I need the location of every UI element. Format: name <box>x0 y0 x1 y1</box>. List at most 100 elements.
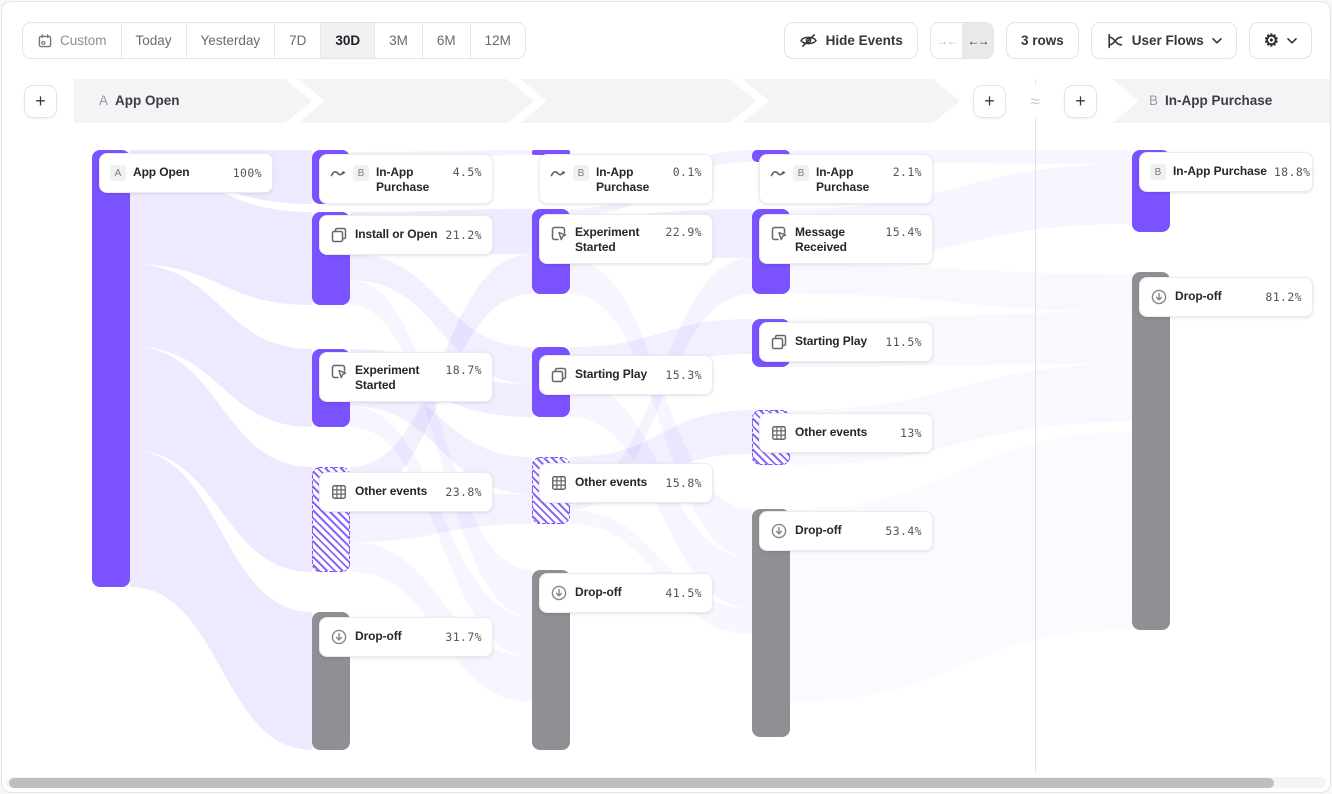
grid-icon <box>552 476 566 490</box>
grid-icon <box>332 485 346 499</box>
flow-node-in-app-purchase-col3[interactable]: B In-App Purchase 0.1% <box>539 154 713 204</box>
flow-arrow-icon <box>770 170 786 177</box>
event-label: In-App Purchase <box>816 165 870 195</box>
horizontal-scrollbar[interactable] <box>6 777 1326 788</box>
collapse-columns-button[interactable]: →← <box>930 23 962 58</box>
event-value: 21.2% <box>445 228 482 242</box>
step-letter: B <box>1149 93 1159 108</box>
date-range-yesterday[interactable]: Yesterday <box>185 23 275 58</box>
flow-node-experiment-started-col2[interactable]: Experiment Started 18.7% <box>319 352 493 402</box>
event-value: 4.5% <box>452 165 482 179</box>
date-range-custom[interactable]: Custom <box>23 23 121 58</box>
event-label: Experiment Started <box>575 225 640 255</box>
event-label: Install or Open <box>355 227 438 242</box>
step-band-1: A App Open <box>74 79 312 123</box>
event-value: 2.1% <box>892 165 922 179</box>
flow-ribbon <box>790 432 1132 702</box>
view-selector-dropdown[interactable]: User Flows <box>1090 22 1237 59</box>
flow-node-other-events-col4[interactable]: Other events 13% <box>759 413 933 453</box>
event-label: Starting Play <box>575 367 648 382</box>
layers-icon <box>331 227 347 243</box>
flow-node-app-open-col1[interactable]: A App Open 100% <box>99 153 273 193</box>
add-step-button-start[interactable]: + <box>24 85 57 118</box>
event-badge-b: B <box>573 165 589 181</box>
flow-ribbon <box>790 264 1132 312</box>
flow-node-message-received-col4[interactable]: Message Received 15.4% <box>759 214 933 264</box>
flow-node-starting-play-col4[interactable]: Starting Play 11.5% <box>759 322 933 362</box>
user-flows-icon <box>1108 33 1123 48</box>
dropoff-icon <box>1151 289 1167 305</box>
hide-events-button[interactable]: Hide Events <box>783 22 918 59</box>
date-range-today[interactable]: Today <box>120 23 186 58</box>
date-range-30d[interactable]: 30D <box>320 23 375 58</box>
flow-ribbon <box>350 254 532 384</box>
flow-node-drop-off-col3[interactable]: Drop-off 41.5% <box>539 573 713 613</box>
flow-node-other-events-col2[interactable]: Other events 23.8% <box>319 472 493 512</box>
settings-dropdown[interactable]: ⚙ <box>1248 22 1312 59</box>
event-value: 15.3% <box>665 368 702 382</box>
flow-node-drop-off-col4[interactable]: Drop-off 53.4% <box>759 511 933 551</box>
event-badge-a: A <box>110 165 126 181</box>
flow-node-experiment-started-col3[interactable]: Experiment Started 22.9% <box>539 214 713 264</box>
step-letter: A <box>99 93 109 108</box>
event-value: 100% <box>232 166 262 180</box>
flow-bar-in-app-purchase-col3[interactable] <box>532 150 570 155</box>
flow-node-drop-off-col2[interactable]: Drop-off 31.7% <box>319 617 493 657</box>
toolbar: Custom Today Yesterday 7D 30D 3M 6M 12M … <box>22 22 1312 59</box>
date-range-7d[interactable]: 7D <box>274 23 321 58</box>
flow-node-in-app-purchase-col4[interactable]: B In-App Purchase 2.1% <box>759 154 933 204</box>
add-step-button-right-of-divider[interactable]: + <box>1064 85 1097 118</box>
gear-icon: ⚙ <box>1263 31 1279 50</box>
flow-bar-app-open-col1[interactable] <box>92 150 130 587</box>
start-step-label: A App Open <box>99 93 180 108</box>
scrollbar-thumb[interactable] <box>9 777 1274 788</box>
event-label: In-App Purchase <box>376 165 430 195</box>
flow-node-in-app-purchase-col2[interactable]: B In-App Purchase 4.5% <box>319 154 493 204</box>
flow-ribbon <box>350 406 532 657</box>
toolbar-right: Hide Events →← ←→ 3 rows User Flows ⚙ <box>783 22 1312 59</box>
event-value: 81.2% <box>1265 290 1302 304</box>
event-value: 18.8% <box>1273 165 1311 179</box>
flow-node-starting-play-col3[interactable]: Starting Play 15.3% <box>539 355 713 395</box>
event-label: In-App Purchase <box>596 165 650 195</box>
click-icon <box>331 364 347 379</box>
flow-arrow-icon <box>330 170 346 177</box>
event-value: 11.5% <box>885 335 922 349</box>
flow-node-drop-off-col5[interactable]: Drop-off 81.2% <box>1139 277 1313 317</box>
flow-ribbon <box>130 172 312 305</box>
date-range-3m[interactable]: 3M <box>374 23 422 58</box>
event-label: Drop-off <box>355 629 402 644</box>
event-label: Other events <box>795 425 868 440</box>
flow-bar-drop-off-col5[interactable] <box>1132 272 1170 630</box>
click-icon <box>551 226 567 241</box>
approx-symbol: ≈ <box>1022 85 1048 118</box>
event-badge-b: B <box>353 165 369 181</box>
step-band-2 <box>298 79 534 123</box>
flow-node-install-or-open-col2[interactable]: Install or Open 21.2% <box>319 215 493 255</box>
event-value: 41.5% <box>665 586 702 600</box>
click-icon <box>771 226 787 241</box>
add-step-button-left-of-divider[interactable]: + <box>973 85 1006 118</box>
eye-off-icon <box>799 34 817 47</box>
flow-node-in-app-purchase-col5[interactable]: B In-App Purchase 18.8% <box>1139 152 1313 192</box>
expand-columns-button[interactable]: ←→ <box>961 23 993 58</box>
flow-node-other-events-col3[interactable]: Other events 15.8% <box>539 463 713 503</box>
date-range-12m[interactable]: 12M <box>469 23 525 58</box>
event-label: Drop-off <box>1175 289 1222 304</box>
column-width-toggle: →← ←→ <box>929 22 994 59</box>
rows-button[interactable]: 3 rows <box>1005 22 1079 59</box>
chevron-down-icon <box>1287 37 1297 44</box>
flow-ribbon <box>350 380 532 494</box>
event-label: Other events <box>575 475 648 490</box>
event-value: 23.8% <box>445 485 482 499</box>
expand-columns-icon: ←→ <box>967 33 989 48</box>
end-step-label: B In-App Purchase <box>1149 93 1273 108</box>
date-range-6m[interactable]: 6M <box>421 23 470 58</box>
flow-ribbon <box>130 346 312 572</box>
panel-divider <box>1035 79 1036 772</box>
event-badge-b: B <box>1150 164 1166 180</box>
flow-ribbon <box>130 264 312 427</box>
event-label: Other events <box>355 484 428 499</box>
